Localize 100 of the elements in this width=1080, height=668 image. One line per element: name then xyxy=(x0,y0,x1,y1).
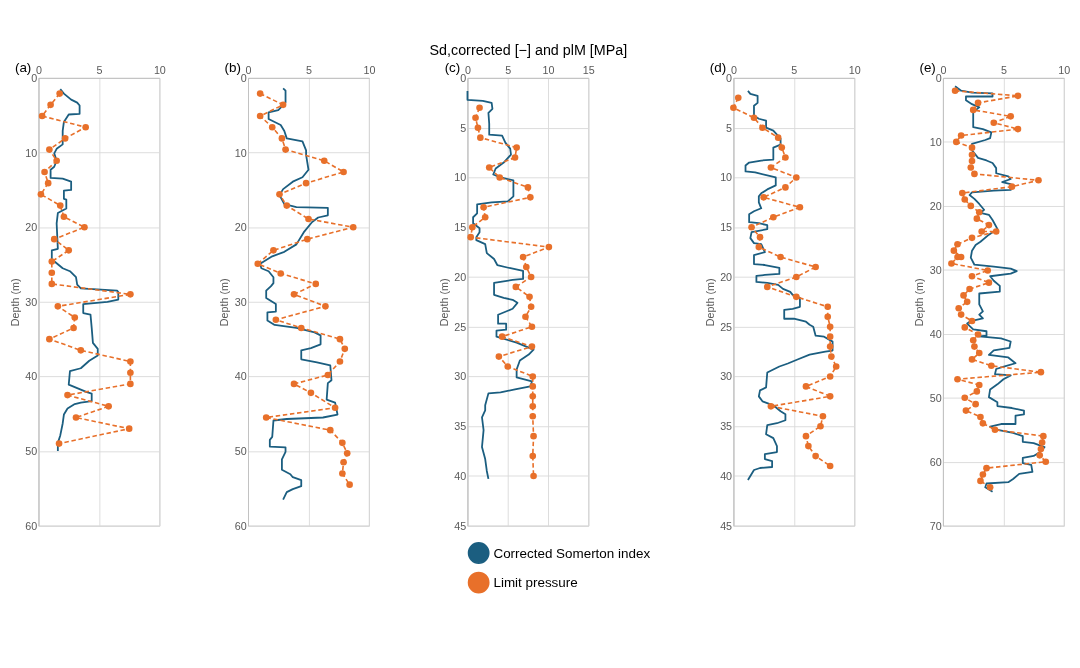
point xyxy=(819,412,827,420)
point xyxy=(54,302,62,310)
point xyxy=(283,202,291,209)
point xyxy=(270,247,277,254)
point xyxy=(290,291,298,298)
y-tick-label: 30 xyxy=(720,370,733,383)
y-tick-label: 20 xyxy=(929,199,942,212)
y-tick-label: 15 xyxy=(454,221,467,234)
point xyxy=(56,90,63,97)
point xyxy=(812,263,819,271)
point xyxy=(529,373,537,380)
point xyxy=(734,94,742,102)
point xyxy=(467,233,475,241)
legend-label: Limit pressure xyxy=(493,575,578,591)
line-series xyxy=(744,89,834,481)
y-tick-label: 40 xyxy=(234,370,247,383)
y-tick-label: 50 xyxy=(929,391,942,404)
y-tick-label: 50 xyxy=(25,445,38,458)
y-axis-title: Depth (m) xyxy=(703,278,716,327)
point xyxy=(511,154,519,161)
point xyxy=(322,302,329,310)
point xyxy=(481,213,489,221)
point xyxy=(778,144,786,151)
point xyxy=(782,154,789,161)
point xyxy=(530,432,537,440)
point xyxy=(61,135,69,142)
point xyxy=(792,293,800,301)
chart-title: (a) xyxy=(14,59,32,75)
point xyxy=(254,260,262,268)
point xyxy=(56,202,64,209)
point xyxy=(812,452,819,460)
point xyxy=(476,104,483,112)
y-tick-label: 25 xyxy=(720,320,733,333)
point xyxy=(307,389,315,397)
y-tick-label: 30 xyxy=(25,295,38,308)
y-tick-label: 10 xyxy=(454,171,467,184)
y-tick-label: 25 xyxy=(454,320,467,333)
y-tick-label: 20 xyxy=(454,270,467,283)
point xyxy=(70,324,77,332)
point xyxy=(498,333,506,340)
point xyxy=(527,303,535,311)
point xyxy=(305,215,312,223)
legend-label: Corrected Somerton index xyxy=(493,545,651,561)
point xyxy=(340,458,347,466)
point xyxy=(774,134,782,141)
point xyxy=(474,124,482,132)
point xyxy=(495,353,503,360)
y-tick-label: 40 xyxy=(454,469,467,482)
y-tick-label: 0 xyxy=(240,71,247,84)
point xyxy=(277,270,285,277)
x-tick-label: 10 xyxy=(1058,63,1071,76)
y-axis-title: Depth (m) xyxy=(8,278,21,327)
point xyxy=(817,422,824,430)
point xyxy=(824,303,832,311)
y-tick-label: 40 xyxy=(720,469,733,482)
point xyxy=(324,371,332,379)
y-tick-label: 45 xyxy=(720,519,733,532)
point xyxy=(755,243,763,251)
point xyxy=(730,104,737,112)
x-tick-label: 5 xyxy=(505,63,512,76)
point xyxy=(782,184,789,191)
point xyxy=(526,293,533,301)
point xyxy=(290,380,298,388)
point xyxy=(46,146,53,153)
y-tick-label: 10 xyxy=(234,146,247,159)
point xyxy=(272,316,280,324)
point xyxy=(41,168,48,176)
point xyxy=(326,426,334,434)
point xyxy=(60,213,68,221)
point xyxy=(802,383,810,390)
point xyxy=(528,343,536,350)
point xyxy=(529,383,537,390)
point xyxy=(48,280,56,288)
y-tick-label: 20 xyxy=(25,221,38,234)
point xyxy=(826,373,834,380)
point xyxy=(828,353,835,360)
point xyxy=(262,414,270,421)
point xyxy=(268,123,276,131)
chart-title: (d) xyxy=(709,59,727,75)
point xyxy=(349,223,357,231)
point xyxy=(65,247,73,254)
x-axis-title: Sd,corrected [−] and plM [MPa] xyxy=(429,42,628,59)
y-tick-label: 60 xyxy=(234,519,247,532)
point xyxy=(826,462,834,470)
point xyxy=(81,223,88,231)
point xyxy=(756,233,764,241)
point xyxy=(796,203,804,211)
point xyxy=(529,452,537,460)
point xyxy=(826,333,834,340)
point xyxy=(512,283,520,291)
point xyxy=(82,123,89,131)
x-tick-label: 10 xyxy=(542,63,555,76)
point xyxy=(105,402,112,410)
point xyxy=(826,343,834,350)
point xyxy=(64,391,71,399)
point xyxy=(53,157,60,165)
y-tick-label: 35 xyxy=(454,420,467,433)
x-tick-label: 10 xyxy=(848,63,861,76)
y-axis-title: Depth (m) xyxy=(913,278,926,327)
y-tick-label: 45 xyxy=(454,519,467,532)
